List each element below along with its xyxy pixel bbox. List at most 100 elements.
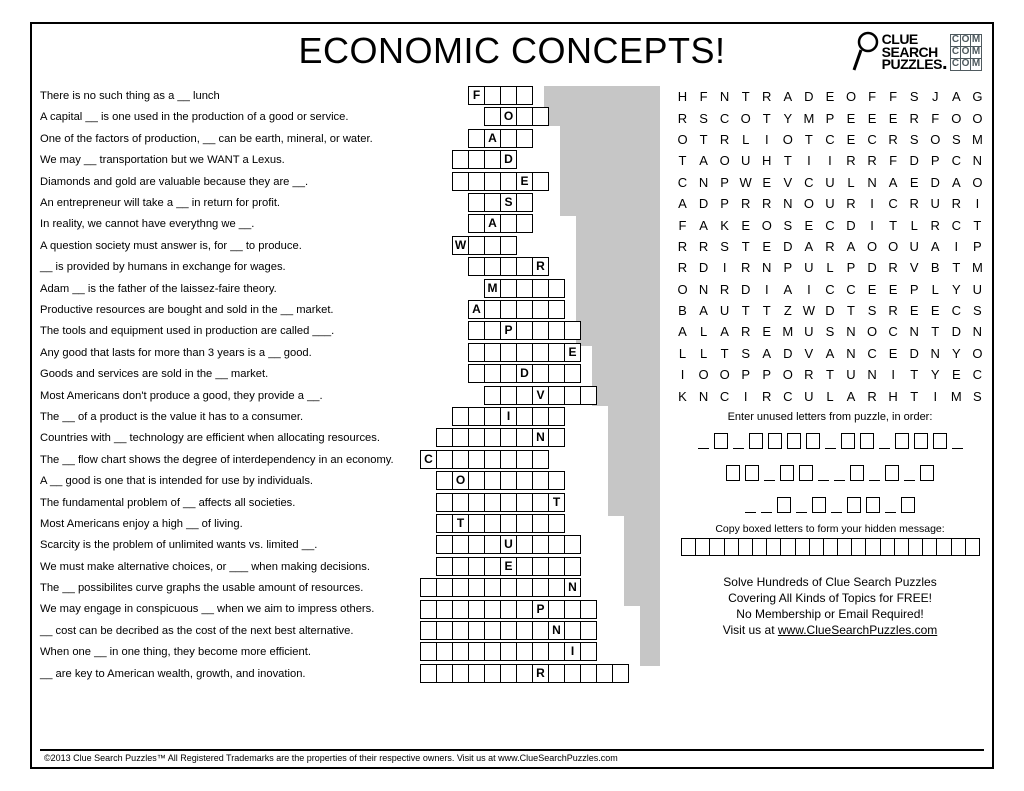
answer-cell[interactable]: W xyxy=(452,236,469,255)
answer-cell[interactable]: E xyxy=(564,343,581,362)
answer-cell[interactable] xyxy=(452,428,469,447)
answer-cell[interactable] xyxy=(516,535,533,554)
answer-cell[interactable] xyxy=(468,664,485,683)
answer-cell[interactable] xyxy=(452,150,469,169)
answer-cell[interactable] xyxy=(564,364,581,383)
answer-cell[interactable] xyxy=(436,450,453,469)
answer-cell[interactable] xyxy=(612,664,629,683)
answer-cell[interactable]: P xyxy=(532,600,549,619)
hidden-message-cell[interactable] xyxy=(865,538,880,556)
answer-cell[interactable] xyxy=(420,600,437,619)
answer-cell[interactable] xyxy=(532,514,549,533)
answer-cell[interactable] xyxy=(420,621,437,640)
blank-underline[interactable] xyxy=(796,499,807,513)
answer-cell[interactable] xyxy=(436,493,453,512)
answer-cell[interactable] xyxy=(484,621,501,640)
hidden-message-cell[interactable] xyxy=(780,538,795,556)
answer-cell[interactable] xyxy=(532,321,549,340)
answer-cell[interactable] xyxy=(548,514,565,533)
blank-box[interactable] xyxy=(866,497,880,513)
answer-cell[interactable] xyxy=(516,578,533,597)
answer-cell[interactable] xyxy=(484,664,501,683)
answer-cell[interactable] xyxy=(468,236,485,255)
answer-cell[interactable] xyxy=(532,535,549,554)
answer-cell[interactable] xyxy=(532,642,549,661)
answer-cell[interactable]: N xyxy=(548,621,565,640)
answer-cell[interactable] xyxy=(468,172,485,191)
answer-cell[interactable] xyxy=(500,86,517,105)
blank-box[interactable] xyxy=(901,497,915,513)
blank-underline[interactable] xyxy=(764,467,775,481)
hidden-message-cell[interactable] xyxy=(766,538,781,556)
answer-cell[interactable] xyxy=(468,471,485,490)
blank-box[interactable] xyxy=(777,497,791,513)
promo-link[interactable]: www.ClueSearchPuzzles.com xyxy=(778,623,937,637)
blank-box[interactable] xyxy=(768,433,782,449)
answer-cell[interactable] xyxy=(564,664,581,683)
answer-cell[interactable] xyxy=(500,386,517,405)
answer-cell[interactable]: O xyxy=(452,471,469,490)
blank-box[interactable] xyxy=(799,465,813,481)
answer-cell[interactable] xyxy=(564,321,581,340)
answer-cell[interactable] xyxy=(484,236,501,255)
answer-cell[interactable] xyxy=(532,407,549,426)
answer-cell[interactable]: I xyxy=(500,407,517,426)
answer-cell[interactable]: P xyxy=(500,321,517,340)
blank-underline[interactable] xyxy=(834,467,845,481)
answer-cell[interactable] xyxy=(580,386,597,405)
answer-cell[interactable] xyxy=(468,600,485,619)
answer-cell[interactable] xyxy=(532,493,549,512)
answer-cell[interactable] xyxy=(468,193,485,212)
hidden-message-cell[interactable] xyxy=(724,538,739,556)
answer-cell[interactable] xyxy=(516,493,533,512)
hidden-message-cell[interactable] xyxy=(936,538,951,556)
hidden-message-cell[interactable] xyxy=(880,538,895,556)
answer-cell[interactable] xyxy=(452,450,469,469)
answer-cell[interactable] xyxy=(468,214,485,233)
answer-cell[interactable] xyxy=(468,557,485,576)
answer-cell[interactable] xyxy=(452,664,469,683)
blank-box[interactable] xyxy=(850,465,864,481)
answer-cell[interactable] xyxy=(484,493,501,512)
answer-cell[interactable] xyxy=(580,600,597,619)
answer-cell[interactable] xyxy=(516,107,533,126)
answer-cell[interactable]: A xyxy=(484,129,501,148)
answer-cell[interactable] xyxy=(484,600,501,619)
answer-cell[interactable] xyxy=(564,600,581,619)
answer-cell[interactable] xyxy=(516,214,533,233)
answer-cell[interactable] xyxy=(580,642,597,661)
blank-box[interactable] xyxy=(920,465,934,481)
answer-cell[interactable] xyxy=(484,364,501,383)
answer-cell[interactable] xyxy=(516,664,533,683)
answer-cell[interactable] xyxy=(532,300,549,319)
answer-cell[interactable] xyxy=(484,321,501,340)
answer-cell[interactable] xyxy=(516,257,533,276)
answer-cell[interactable] xyxy=(468,321,485,340)
answer-cell[interactable] xyxy=(516,428,533,447)
answer-cell[interactable] xyxy=(452,172,469,191)
answer-cell[interactable] xyxy=(516,642,533,661)
answer-cell[interactable] xyxy=(516,407,533,426)
answer-cell[interactable] xyxy=(484,407,501,426)
blank-underline[interactable] xyxy=(761,499,772,513)
hidden-message-cell[interactable] xyxy=(837,538,852,556)
answer-cell[interactable] xyxy=(452,535,469,554)
answer-cell[interactable] xyxy=(484,428,501,447)
answer-cell[interactable] xyxy=(548,407,565,426)
answer-cell[interactable] xyxy=(500,493,517,512)
answer-cell[interactable] xyxy=(516,514,533,533)
answer-cell[interactable] xyxy=(516,193,533,212)
hidden-message-cell[interactable] xyxy=(752,538,767,556)
answer-cell[interactable] xyxy=(436,557,453,576)
answer-cell[interactable] xyxy=(436,471,453,490)
answer-cell[interactable] xyxy=(532,578,549,597)
answer-cell[interactable]: S xyxy=(500,193,517,212)
hidden-message-cell[interactable] xyxy=(951,538,966,556)
answer-cell[interactable] xyxy=(468,621,485,640)
answer-cell[interactable]: D xyxy=(516,364,533,383)
answer-cell[interactable] xyxy=(420,642,437,661)
answer-cell[interactable] xyxy=(516,450,533,469)
answer-cell[interactable] xyxy=(436,600,453,619)
answer-cell[interactable] xyxy=(500,471,517,490)
answer-cell[interactable]: T xyxy=(548,493,565,512)
